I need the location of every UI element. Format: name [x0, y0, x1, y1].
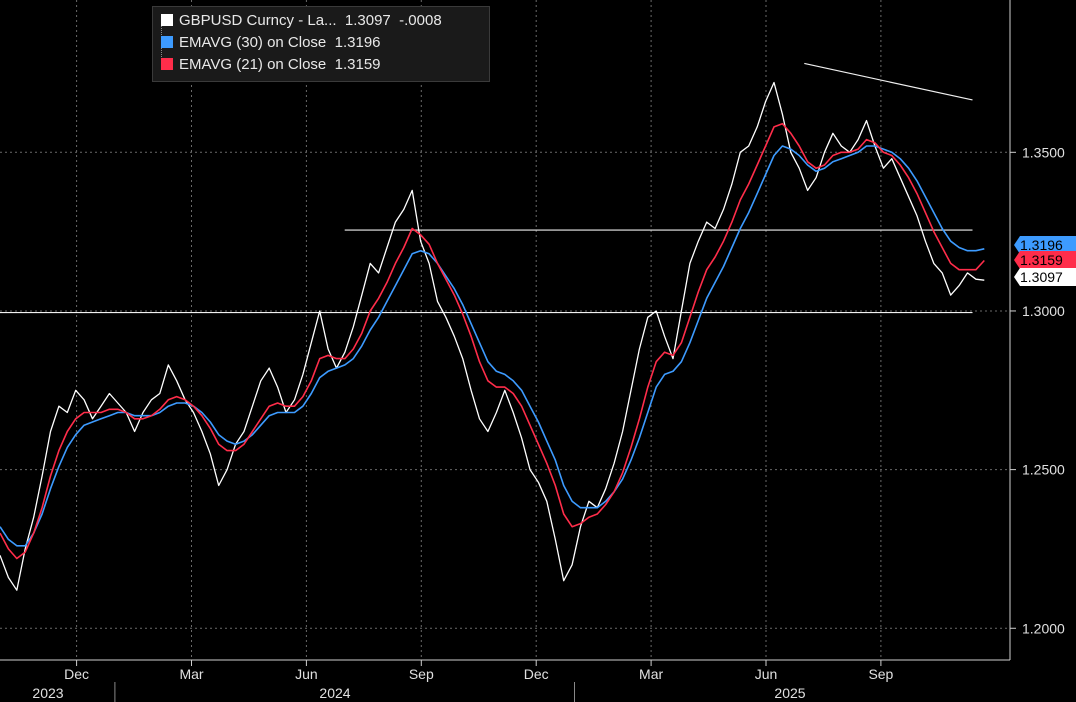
legend-item-ema21[interactable]: EMAVG (21) on Close 1.3159 [161, 55, 381, 75]
x-tick-label: Mar [179, 666, 203, 682]
legend-item-ema30[interactable]: EMAVG (30) on Close 1.3196 [161, 33, 381, 53]
series-lines [0, 81, 985, 591]
x-axis: Dec Mar Jun Sep Dec Mar Jun Sep 2023 2024 2025 [0, 659, 1010, 702]
value-tag: 1.3159 [1014, 251, 1076, 269]
x-tick-label: Jun [755, 666, 778, 682]
legend-swatch [161, 58, 173, 70]
legend-item-price[interactable]: GBPUSD Curncy - La... 1.3097 -.0008 [161, 11, 442, 31]
year-label: 2025 [774, 685, 805, 701]
legend-swatch [161, 14, 173, 26]
trend-lines [0, 62, 973, 314]
trend-line-descending-trendline [804, 62, 973, 101]
x-tick-label: Dec [64, 666, 89, 682]
y-axis: 1.2000 1.2500 1.3000 1.3500 [1009, 0, 1065, 660]
y-tick-label: 1.3000 [1022, 303, 1065, 319]
value-tag-box [1014, 268, 1076, 286]
x-tick-label: Mar [639, 666, 663, 682]
year-label: 2024 [319, 685, 350, 701]
x-tick-label: Dec [524, 666, 549, 682]
value-tag-label: 1.3159 [1020, 252, 1063, 268]
x-tick-label: Sep [868, 666, 893, 682]
legend: GBPUSD Curncy - La... 1.3097 -.0008 EMAV… [152, 6, 490, 82]
value-tag-label: 1.3196 [1020, 237, 1063, 253]
value-tag-box [1014, 251, 1076, 269]
series-gbpusd-curncy [0, 81, 985, 591]
series-emavg-30- [0, 145, 985, 547]
year-label: 2023 [32, 685, 63, 701]
value-tag-box [1014, 236, 1076, 254]
value-tag: 1.3196 [1014, 236, 1076, 254]
x-tick-label: Sep [409, 666, 434, 682]
y-tick-label: 1.2500 [1022, 462, 1065, 478]
value-tag-label: 1.3097 [1020, 269, 1063, 285]
x-tick-label: Jun [295, 666, 318, 682]
legend-swatch [161, 36, 173, 48]
grid [0, 0, 1010, 660]
y-tick-label: 1.2000 [1022, 620, 1065, 636]
y-tick-label: 1.3500 [1022, 144, 1065, 160]
series-emavg-21- [0, 122, 985, 560]
value-tag: 1.3097 [1014, 268, 1076, 286]
